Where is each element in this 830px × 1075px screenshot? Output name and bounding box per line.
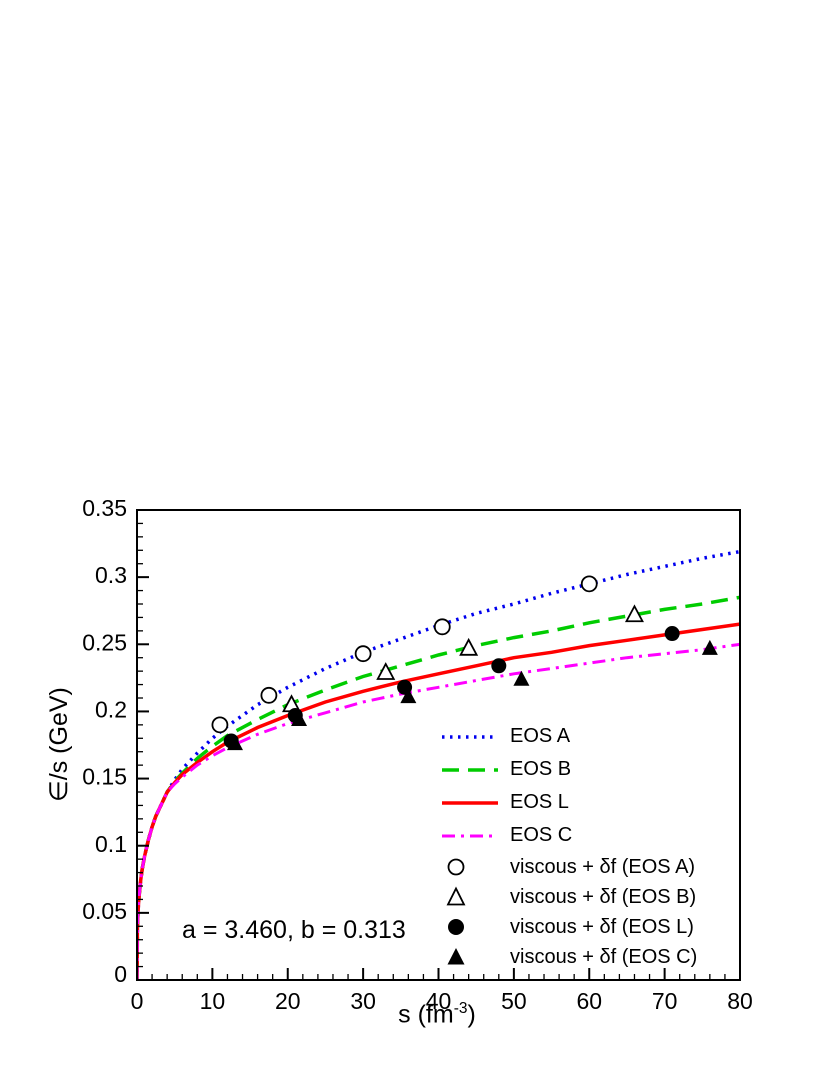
y-tick-label: 0.25	[82, 629, 127, 655]
x-axis-title-close: )	[467, 1000, 476, 1029]
dash-dot-line-sample	[440, 824, 500, 848]
y-tick-label: 0.2	[95, 697, 127, 723]
legend-item-eos-l: EOS L	[440, 786, 740, 819]
y-tick-label: 0.1	[95, 831, 127, 857]
data-point-open-circle	[260, 686, 278, 704]
legend-item-viscous-b: viscous + δf (EOS B)	[440, 882, 740, 912]
legend-label: EOS A	[510, 725, 571, 747]
x-tick-label: 0	[131, 988, 144, 1014]
legend-item-viscous-l: viscous + δf (EOS L)	[440, 912, 740, 942]
legend-item-eos-c: EOS C	[440, 819, 740, 852]
data-point-filled-triangle	[701, 639, 718, 655]
filled-circle-marker-icon	[440, 915, 500, 939]
data-point-open-circle	[433, 618, 451, 636]
x-tick-label: 60	[576, 988, 602, 1014]
filled-triangle-marker-icon	[440, 945, 500, 969]
data-point-open-circle	[354, 645, 372, 663]
legend: EOS A EOS B EOS L EOS C viscous + δf (EO…	[440, 720, 740, 972]
y-tick-label: 0.3	[95, 562, 127, 588]
dotted-line-sample	[440, 725, 500, 749]
legend-item-eos-a: EOS A	[440, 720, 740, 753]
legend-item-viscous-a: viscous + δf (EOS A)	[440, 852, 740, 882]
data-point-filled-triangle	[226, 735, 243, 751]
data-point-open-triangle	[376, 662, 396, 680]
x-tick-label: 20	[275, 988, 301, 1014]
data-point-open-triangle	[459, 637, 479, 656]
x-tick-label: 10	[200, 988, 226, 1014]
open-circle-marker-icon	[440, 855, 500, 879]
data-point-filled-circle	[664, 626, 680, 642]
x-tick-label: 30	[350, 988, 376, 1014]
open-triangle-marker-icon	[440, 885, 500, 909]
x-tick-label: 70	[652, 988, 678, 1014]
y-tick-label: 0.15	[82, 764, 127, 790]
y-tick-label: 0	[114, 961, 127, 987]
data-point-open-triangle	[624, 604, 644, 623]
x-axis-title: s (fm-3)	[337, 1000, 537, 1029]
y-axis-title: ∈/s (GeV)	[45, 687, 73, 802]
legend-label: viscous + δf (EOS L)	[510, 915, 694, 938]
legend-label: viscous + δf (EOS A)	[510, 855, 696, 878]
legend-label: EOS L	[510, 791, 569, 813]
data-point-filled-circle	[491, 658, 507, 674]
data-point-open-circle	[211, 716, 229, 734]
legend-label: EOS B	[510, 758, 572, 780]
data-point-filled-triangle	[513, 670, 530, 686]
legend-label: EOS C	[510, 824, 573, 846]
curve-eos-c	[137, 642, 740, 980]
x-tick-label: 50	[501, 988, 527, 1014]
x-tick-label: 80	[727, 988, 753, 1014]
legend-label: viscous + δf (EOS B)	[510, 885, 697, 908]
legend-item-eos-b: EOS B	[440, 753, 740, 786]
x-axis-title-main: s (fm	[398, 1000, 454, 1029]
legend-item-viscous-c: viscous + δf (EOS C)	[440, 942, 740, 972]
fit-parameters-label: a = 3.460, b = 0.313	[182, 916, 406, 944]
legend-label: viscous + δf (EOS C)	[510, 945, 698, 968]
dashed-line-sample	[440, 758, 500, 782]
y-tick-label: 0.35	[82, 495, 127, 521]
x-axis-title-exponent: -3	[453, 1000, 468, 1017]
data-point-open-circle	[580, 575, 598, 593]
solid-line-sample	[440, 791, 500, 815]
data-point-filled-triangle	[400, 688, 417, 704]
y-tick-label: 0.05	[82, 898, 127, 924]
x-tick-label: 40	[426, 988, 452, 1014]
data-point-filled-triangle	[291, 710, 308, 726]
